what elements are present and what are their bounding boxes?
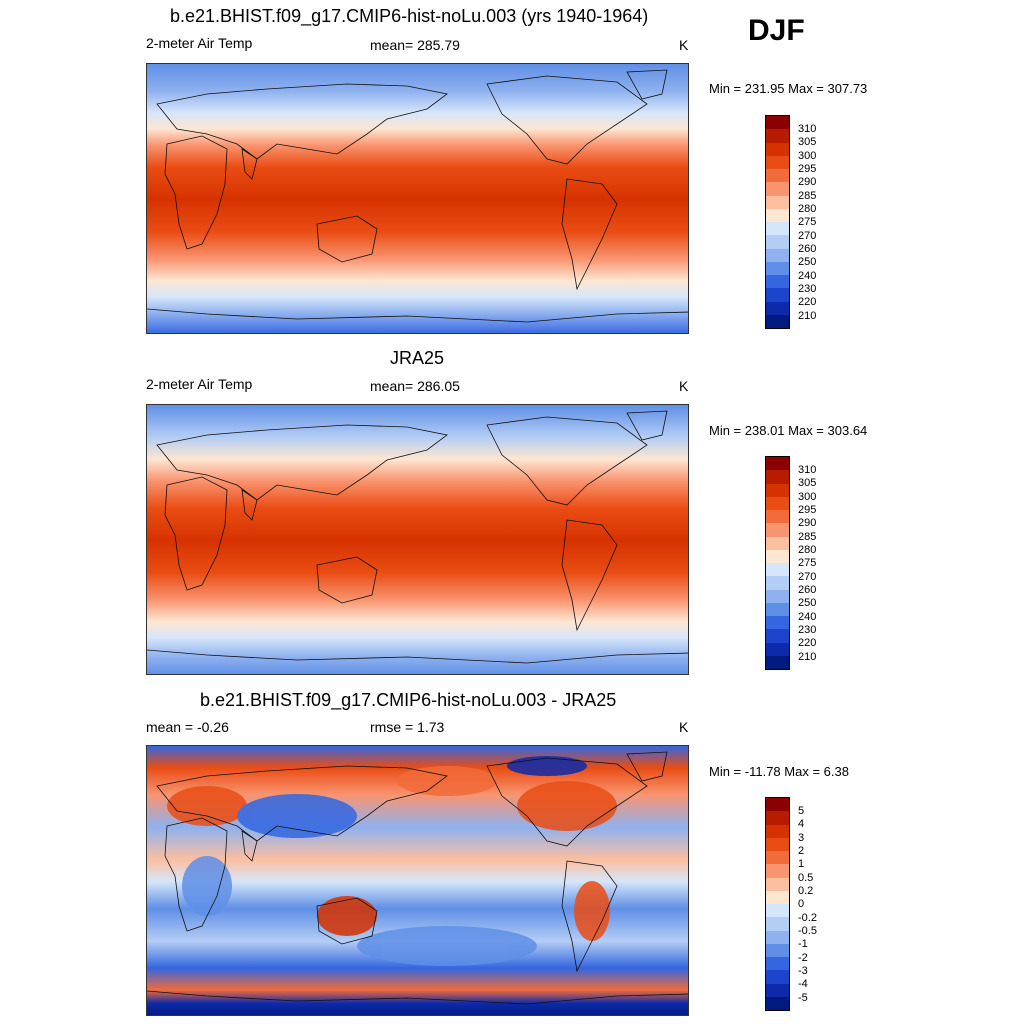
- panel1-units: K: [679, 37, 689, 53]
- panel2-map-svg: [147, 405, 688, 674]
- panel1-colorbar: [765, 115, 790, 329]
- panel1-title: b.e21.BHIST.f09_g17.CMIP6-hist-noLu.003 …: [170, 6, 649, 26]
- panel1-cbar-label: 290: [798, 176, 817, 188]
- panel1-mean-label: mean= 285.79: [370, 37, 460, 53]
- panel3-cbar-label: -3: [798, 965, 808, 977]
- panel1-variable-label: 2-meter Air Temp: [146, 35, 253, 51]
- panel1-cbar-label: 285: [798, 190, 817, 202]
- panel3-rmse-label: rmse = 1.73: [370, 719, 445, 735]
- panel3-cbar-label: 4: [798, 818, 805, 830]
- panel1-cbar-label: 230: [798, 283, 817, 295]
- panel2-cbar-label: 310: [798, 464, 817, 476]
- panel2-map: [146, 404, 689, 675]
- panel2-variable-label: 2-meter Air Temp: [146, 376, 253, 392]
- panel3-cbar-label: -0.5: [798, 925, 817, 937]
- panel2-cbar-label: 275: [798, 557, 817, 569]
- panel2-cbar-label: 220: [798, 637, 817, 649]
- panel2-cbar-label: 260: [798, 584, 817, 596]
- panel2-mean-label: mean= 286.05: [370, 378, 460, 394]
- panel3-cbar-label: 2: [798, 845, 805, 857]
- panel3-map: [146, 745, 689, 1016]
- panel1-map-svg: [147, 64, 688, 333]
- panel2-cbar-label: 285: [798, 531, 817, 543]
- panel3-cbar-label: -2: [798, 952, 808, 964]
- panel1-cbar-label: 295: [798, 163, 817, 175]
- panel2-cbar-label: 290: [798, 517, 817, 529]
- panel2-cbar-label: 210: [798, 651, 817, 663]
- panel2-cbar-label: 240: [798, 611, 817, 623]
- panel2-cbar-label: 230: [798, 624, 817, 636]
- panel1-minmax: Min = 231.95 Max = 307.73: [709, 81, 868, 96]
- panel3-map-svg: [147, 746, 688, 1015]
- panel3-cbar-label: 5: [798, 805, 805, 817]
- panel3-cbar-label: 1: [798, 858, 805, 870]
- panel1-cbar-label: 240: [798, 270, 817, 282]
- panel3-cbar-label: -4: [798, 978, 808, 990]
- panel3-cbar-label: -5: [798, 992, 808, 1004]
- panel2-cbar-label: 250: [798, 597, 817, 609]
- panel1-cbar-label: 310: [798, 123, 817, 135]
- season-label: DJF: [748, 14, 805, 47]
- panel3-cbar-label: 0: [798, 898, 805, 910]
- panel1-cbar-label: 260: [798, 243, 817, 255]
- panel1-cbar-label: 250: [798, 256, 817, 268]
- panel1-cbar-label: 305: [798, 136, 817, 148]
- panel3-cbar-label: 0.2: [798, 885, 814, 897]
- panel2-colorbar: [765, 456, 790, 670]
- panel1-cbar-label: 270: [798, 230, 817, 242]
- panel2-cbar-label: 280: [798, 544, 817, 556]
- panel3-cbar-label: 3: [798, 832, 805, 844]
- panel3-cbar-label: -0.2: [798, 912, 817, 924]
- panel1-cbar-label: 220: [798, 296, 817, 308]
- panel1-cbar-label: 210: [798, 310, 817, 322]
- panel2-cbar-label: 300: [798, 491, 817, 503]
- panel3-cbar-label: -1: [798, 938, 808, 950]
- panel3-colorbar: [765, 797, 790, 1011]
- panel2-cbar-label: 305: [798, 477, 817, 489]
- panel3-minmax: Min = -11.78 Max = 6.38: [709, 764, 849, 779]
- panel2-cbar-label: 270: [798, 571, 817, 583]
- panel2-units: K: [679, 378, 689, 394]
- panel3-title: b.e21.BHIST.f09_g17.CMIP6-hist-noLu.003 …: [200, 690, 617, 710]
- panel1-map: [146, 63, 689, 334]
- panel3-units: K: [679, 719, 689, 735]
- panel2-cbar-label: 295: [798, 504, 817, 516]
- panel1-cbar-label: 300: [798, 150, 817, 162]
- panel1-cbar-label: 275: [798, 216, 817, 228]
- panel3-mean-label: mean = -0.26: [146, 719, 229, 735]
- panel2-minmax: Min = 238.01 Max = 303.64: [709, 423, 868, 438]
- panel1-cbar-label: 280: [798, 203, 817, 215]
- panel3-cbar-label: 0.5: [798, 872, 814, 884]
- panel2-title: JRA25: [390, 348, 445, 368]
